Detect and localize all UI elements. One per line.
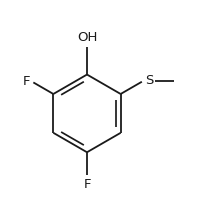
Text: F: F — [83, 178, 91, 192]
Text: OH: OH — [77, 31, 97, 44]
Text: S: S — [145, 74, 153, 87]
Text: F: F — [23, 75, 30, 88]
